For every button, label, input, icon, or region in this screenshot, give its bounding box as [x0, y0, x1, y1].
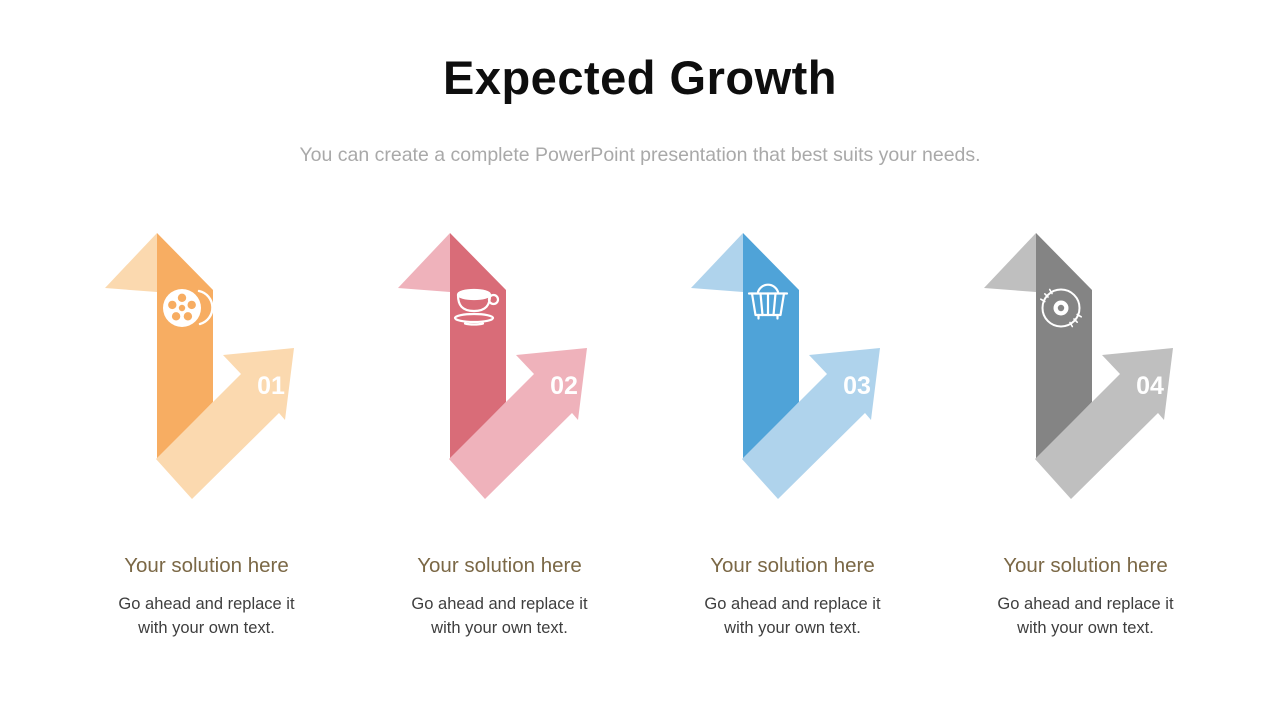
solution-body-line2: with your own text. — [431, 619, 568, 637]
solution-body: Go ahead and replace it with your own te… — [60, 592, 353, 640]
step-unit-2: 02 Your solution here Go ahead and repla… — [353, 230, 646, 700]
origami-arrow-shape: 02 — [398, 233, 587, 499]
arrow-diagonal — [1035, 348, 1173, 499]
solution-heading: Your solution here — [417, 554, 582, 577]
solution-heading: Your solution here — [710, 554, 875, 577]
arrow-vertical-band — [450, 233, 506, 459]
coffee-cup-icon — [453, 288, 500, 326]
step-number: 02 — [550, 372, 578, 400]
arrow-diagonal — [156, 348, 294, 499]
film-reel-icon — [163, 289, 214, 327]
solution-body-line2: with your own text. — [138, 619, 275, 637]
solution-body: Go ahead and replace it with your own te… — [939, 592, 1232, 640]
solution-body-line1: Go ahead and replace it — [997, 595, 1174, 613]
solution-body-line2: with your own text. — [724, 619, 861, 637]
solution-heading: Your solution here — [1003, 554, 1168, 577]
step-number: 04 — [1136, 372, 1164, 400]
step-number: 03 — [843, 372, 871, 400]
solution-heading: Your solution here — [124, 554, 289, 577]
arrow-fold-wing — [105, 233, 157, 292]
arrow-fold-wing — [984, 233, 1036, 292]
arrow-diagonal — [449, 348, 587, 499]
arrow-vertical-band — [743, 233, 799, 459]
shopping-basket-icon — [747, 283, 789, 320]
step-unit-3: 03 Your solution here Go ahead and repla… — [646, 230, 939, 700]
cd-disc-icon — [1040, 288, 1082, 328]
arrow-diagonal — [742, 348, 880, 499]
page-title: Expected Growth — [442, 51, 837, 104]
solution-body: Go ahead and replace it with your own te… — [646, 592, 939, 640]
solution-body: Go ahead and replace it with your own te… — [353, 592, 646, 640]
solution-body-line1: Go ahead and replace it — [411, 595, 588, 613]
step-unit-1: 01 Your solution here Go ahead and repla… — [60, 230, 353, 700]
solution-body-line1: Go ahead and replace it — [704, 595, 881, 613]
solution-body-line1: Go ahead and replace it — [118, 595, 295, 613]
arrow-fold-wing — [398, 233, 450, 292]
origami-arrow-shape: 03 — [691, 233, 880, 499]
arrow-fold-wing — [691, 233, 743, 292]
arrow-vertical-band — [157, 233, 213, 459]
origami-arrow-shape: 01 — [105, 233, 294, 499]
solution-body-line2: with your own text. — [1017, 619, 1154, 637]
step-number: 01 — [257, 372, 285, 400]
origami-arrow-shape: 04 — [984, 233, 1173, 499]
page-subtitle: You can create a complete PowerPoint pre… — [299, 144, 981, 166]
step-unit-4: 04 Your solution here Go ahead and repla… — [939, 230, 1232, 700]
